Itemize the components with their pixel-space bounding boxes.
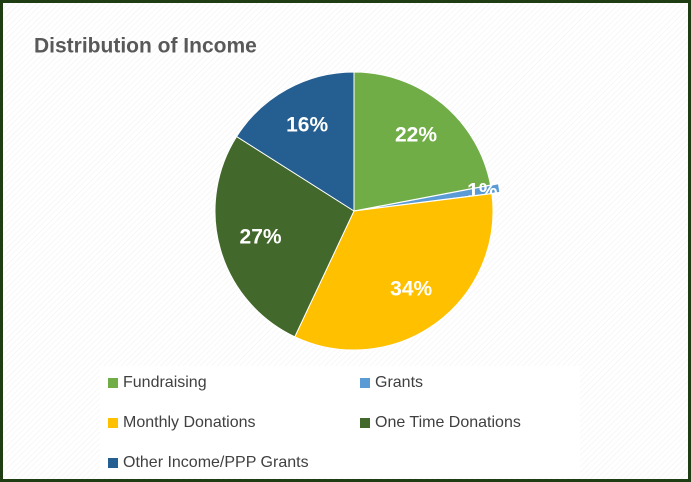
legend-swatch [108,418,118,428]
legend-swatch [360,378,370,388]
legend-swatch [108,378,118,388]
legend-label: Fundraising [123,374,207,391]
pie-slice [214,135,355,338]
legend-label: Monthly Donations [123,414,256,431]
legend-box [100,366,580,478]
pie-slice [294,193,494,351]
pie-slice [361,183,501,211]
legend-label: One Time Donations [375,414,521,431]
pie-slice [235,71,355,212]
legend-swatch [108,458,118,468]
legend-label: Other Income/PPP Grants [123,454,309,471]
chart-title: Distribution of Income [34,35,257,58]
value-label: 27% [240,226,282,249]
legend-swatch [360,418,370,428]
pie-slice [353,71,492,212]
value-label: 22% [395,124,437,147]
legend-label: Grants [375,374,423,391]
value-label: 16% [286,113,328,136]
value-label: 34% [390,277,432,300]
